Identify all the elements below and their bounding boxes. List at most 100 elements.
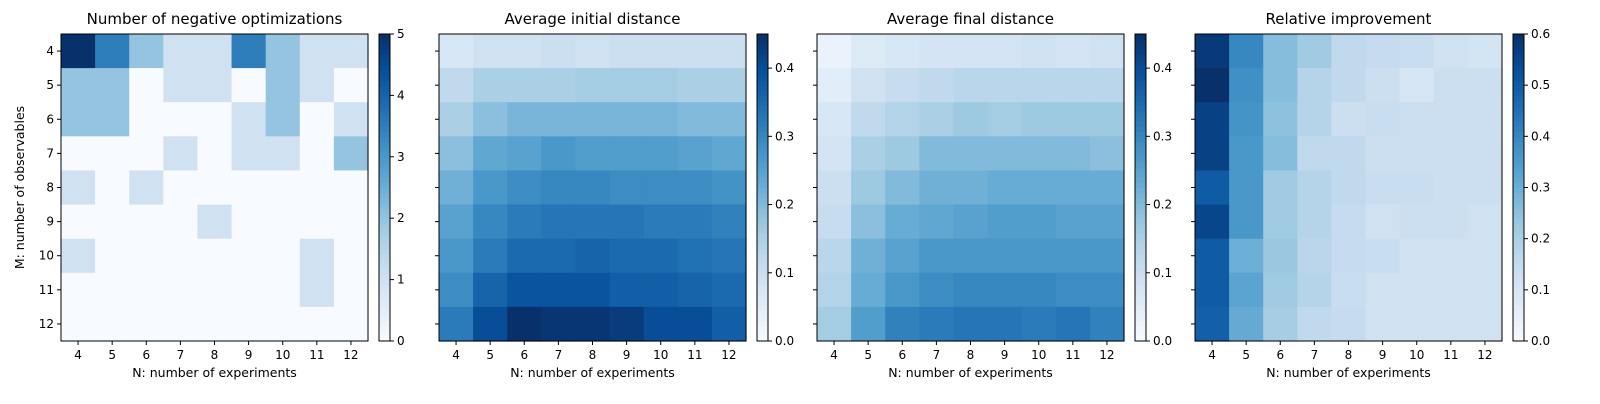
colorbar-segment [757, 264, 768, 270]
heatmap-cell [129, 170, 164, 206]
heatmap-cell [1089, 272, 1125, 308]
colorbar-segment [1135, 218, 1146, 224]
colorbar-segment [379, 44, 390, 50]
heatmap-cell [299, 102, 335, 137]
heatmap-cell [1433, 136, 1469, 172]
colorbar: 0.0 0.1 0.2 0.3 0.4 [1134, 33, 1172, 348]
heatmap-cell [711, 306, 747, 342]
heatmap-cell [1021, 136, 1057, 172]
colorbar-segment [379, 238, 390, 245]
x-tick-label: 4 [452, 348, 460, 362]
colorbar-segment [379, 264, 390, 270]
heatmap-cell [677, 34, 713, 69]
heatmap-cell [507, 272, 542, 308]
heatmap-cell [851, 102, 886, 137]
heatmap-cell [987, 272, 1023, 308]
y-tick-label: 6 [46, 112, 54, 126]
heatmap-cell [1055, 136, 1091, 172]
colorbar-segment [1135, 238, 1146, 245]
colorbar-segment [757, 254, 768, 260]
heatmap-cell [609, 272, 645, 308]
heatmap-cell [643, 272, 679, 308]
heatmap-cell [919, 136, 955, 172]
heatmap-cell [1089, 204, 1125, 240]
colorbar-segment [757, 310, 768, 317]
heatmap-cell [817, 170, 852, 206]
heatmap-cell [333, 68, 369, 103]
colorbar-segment [379, 254, 390, 260]
x-tick-label: 10 [1031, 348, 1046, 362]
x-tick-label: 10 [1409, 348, 1424, 362]
colorbar-segment [757, 136, 768, 143]
heatmap-cell [231, 204, 267, 240]
heatmap-cell [1331, 34, 1367, 69]
heatmap-cell [1195, 272, 1230, 308]
colorbar-segment [1513, 156, 1524, 163]
heatmap-cell [299, 34, 335, 69]
colorbar-segment [379, 95, 390, 102]
heatmap-cell [1055, 102, 1091, 137]
heatmap-cell [953, 204, 989, 240]
heatmap-cell [265, 102, 301, 137]
x-tick-label: 5 [486, 348, 494, 362]
heatmap-cell [885, 170, 920, 206]
colorbar-tick-label: 0.2 [1153, 198, 1172, 212]
colorbar-segment [1135, 34, 1146, 40]
colorbar-segment [379, 202, 390, 209]
colorbar-tick-label: 0.1 [1531, 283, 1550, 297]
heatmap-cell [265, 34, 301, 69]
heatmap-cell [1467, 306, 1503, 342]
heatmap-cell [885, 272, 920, 308]
colorbar-frame [378, 33, 391, 342]
heatmap-cell [473, 34, 508, 69]
colorbar-segment [757, 74, 768, 81]
heatmap-cell [919, 34, 955, 69]
heatmap-cell [1089, 34, 1125, 69]
heatmap-cell [575, 238, 611, 274]
heatmap-cell [439, 34, 474, 69]
heatmap-cell [61, 34, 96, 69]
heatmap-cell [1467, 68, 1503, 103]
colorbar-segment [1135, 310, 1146, 317]
heatmap-cell [299, 170, 335, 206]
heatmap-cell [643, 136, 679, 172]
x-tick-label: 12 [1099, 348, 1114, 362]
heatmap-cell [1331, 272, 1367, 308]
colorbar-segment [1513, 151, 1524, 158]
heatmap-cell [163, 306, 199, 342]
heatmap-cell [61, 170, 96, 206]
colorbar-segment [757, 105, 768, 112]
colorbar-segment [379, 218, 390, 224]
colorbar-segment [1513, 213, 1524, 219]
colorbar-segment [757, 325, 768, 332]
colorbar-segment [1513, 172, 1524, 178]
colorbar-tick-label: 0.3 [1153, 129, 1172, 143]
colorbar-segment [757, 151, 768, 158]
colorbar-segment [379, 64, 390, 71]
heatmap-cell [711, 34, 747, 69]
colorbar-segment [757, 274, 768, 281]
heatmap-cell [1263, 204, 1298, 240]
colorbar-tick-label: 0 [397, 334, 405, 348]
heatmap-cell [95, 136, 130, 172]
heatmap-cell [1433, 204, 1469, 240]
chart-title: Average final distance [887, 10, 1054, 28]
colorbar-segment [1513, 330, 1524, 337]
colorbar-segment [1513, 74, 1524, 81]
heatmap-cell [197, 102, 233, 137]
heatmap-cell [953, 102, 989, 137]
x-tick-label: 6 [520, 348, 528, 362]
x-tick-label: 11 [687, 348, 702, 362]
heatmap-cell [1365, 102, 1401, 137]
heatmap-cell [1021, 170, 1057, 206]
colorbar-segment [757, 177, 768, 183]
y-tick-label: 5 [46, 78, 54, 92]
colorbar-segment [1513, 187, 1524, 194]
colorbar-segment [757, 305, 768, 311]
colorbar-tick-label: 0.1 [1153, 266, 1172, 280]
colorbar-frame [1134, 33, 1147, 342]
x-tick-label: 12 [1477, 348, 1492, 362]
heatmap-cell [507, 136, 542, 172]
